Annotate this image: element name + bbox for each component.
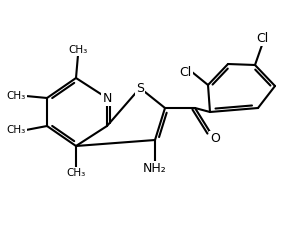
Text: CH₃: CH₃	[68, 45, 88, 55]
Text: S: S	[136, 82, 144, 94]
Text: O: O	[210, 132, 220, 145]
Text: Cl: Cl	[256, 32, 268, 45]
Text: NH₂: NH₂	[143, 162, 167, 175]
Text: CH₃: CH₃	[7, 91, 26, 101]
Text: N: N	[102, 91, 112, 104]
Text: CH₃: CH₃	[66, 168, 85, 178]
Text: CH₃: CH₃	[7, 125, 26, 135]
Text: Cl: Cl	[180, 66, 192, 79]
